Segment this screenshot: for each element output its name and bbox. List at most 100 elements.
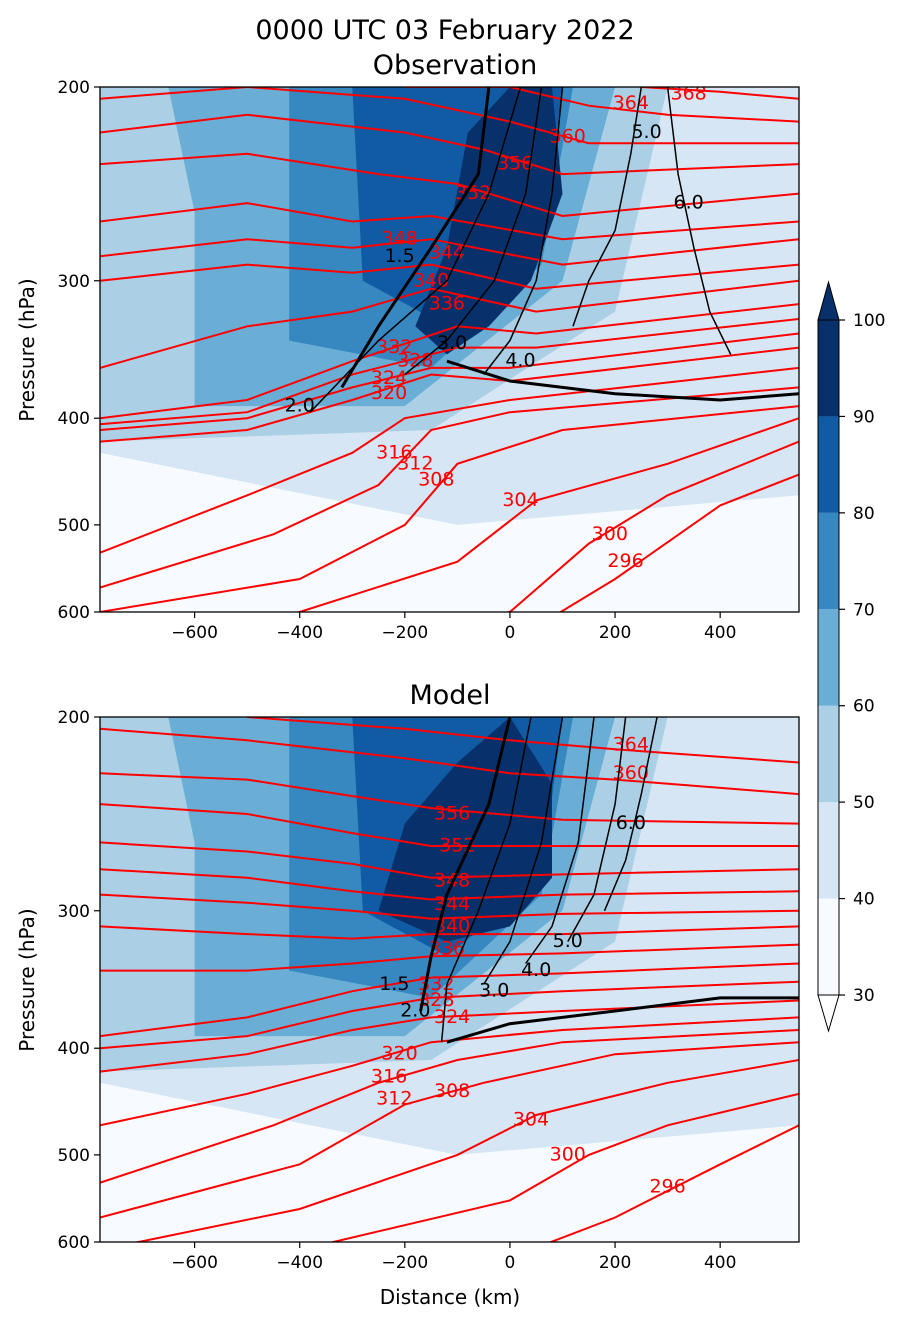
colorbar-extend-min [817,994,840,1033]
theta-contour-348 [100,841,799,879]
colorbar-frame [817,319,840,996]
theta-contour-324 [100,980,799,1050]
theta-contour-360 [100,87,799,145]
theta-contour-316 [100,1016,799,1127]
theta-label-308: 308 [434,1080,470,1102]
model-panel: Model Pressure (hPa) Distance (km) 296 30… [15,680,800,1309]
theta-label-340: 340 [434,915,470,937]
theta-contour-328 [100,318,799,426]
colorbar-extend-max [817,280,840,321]
ylabel-model: Pressure (hPa) [15,908,39,1051]
theta-contour-316 [100,366,799,554]
theta-contour-308 [100,405,799,612]
theta-label-312: 312 [376,1088,412,1110]
theta-contour-328 [100,962,799,1038]
theta-label-308: 308 [418,468,454,490]
x-tick-label: −600 [171,1253,218,1273]
theta-contour-364 [247,717,799,764]
theta-label-332: 332 [376,336,412,358]
theta-label-328: 328 [397,350,433,372]
x-tick-label: −200 [381,1253,428,1273]
pv-contour-6 [446,359,799,402]
theta-label-300: 300 [550,1143,586,1165]
theta-label-364: 364 [613,733,649,755]
theta-label-336: 336 [429,293,465,315]
theta-contour-320 [100,346,799,443]
y-tick-label: 400 [58,1039,90,1059]
y-tick-label: 600 [58,1233,90,1253]
theta-label-316: 316 [376,441,412,463]
plot-area-model: 2963003043083123163203243283323363403443… [58,708,800,1273]
theta-label-356: 356 [434,802,470,824]
pv-label-4: 5.0 [553,930,583,952]
axes-frame [99,86,800,613]
theta-contour-356 [100,113,799,176]
theta-label-304: 304 [513,1109,549,1131]
colorbar: 30 40 50 60 70 80 90 100 [817,280,885,1033]
theta-contour-304 [133,1059,799,1242]
theta-label-360: 360 [613,762,649,784]
theta-contour-352 [100,152,799,218]
colorbar-swatch [818,320,839,417]
theta-label-304: 304 [502,489,538,511]
colorbar-swatch [818,416,839,513]
colorbar-tick-label: 60 [853,697,875,717]
y-tick-label: 400 [58,409,90,429]
theta-contour-312 [100,1029,799,1184]
colorbar-tick-label: 50 [853,793,875,813]
theta-contour-312 [100,386,799,589]
pv-contour-3 [525,717,595,964]
x-tick-label: −400 [276,623,323,643]
theta-contour-348 [100,202,799,241]
theta-label-320: 320 [371,382,407,404]
colorbar-tick-label: 80 [853,504,875,524]
pv-label-3: 4.0 [505,350,535,372]
pv-contour-3 [483,87,564,375]
colorbar-tick-label: 40 [853,890,875,910]
theta-contour-296 [548,1124,799,1242]
theta-label-344: 344 [434,893,470,915]
figure-suptitle: 0000 UTC 03 February 2022 [255,15,634,46]
y-tick-label: 200 [58,78,90,98]
colorbar-tick-label: 70 [853,600,875,620]
pv-contour-2 [483,717,564,985]
y-tick-label: 500 [58,1146,90,1166]
colorbar-tick-label: 30 [853,986,875,1006]
pv-contour-0 [419,717,512,1012]
theta-label-368: 368 [670,83,706,105]
pv-contour-5 [666,87,732,355]
y-tick-label: 600 [58,603,90,623]
colorbar-swatch [818,802,839,899]
theta-contour-300 [328,1092,799,1242]
pv-contour-5 [603,717,658,912]
theta-contour-308 [100,1041,799,1219]
theta-label-300: 300 [592,523,628,545]
pv-label-2: 3.0 [437,332,467,354]
theta-contour-356 [100,772,799,825]
theta-contour-332 [100,303,799,420]
colorbar-swatch [818,609,839,706]
pv-contour-6 [446,996,799,1044]
colorbar-swatch [818,512,839,610]
pv-contour-4 [572,87,643,327]
pv-label-1: 2.0 [400,999,430,1021]
theta-label-356: 356 [497,153,533,175]
pv-contour-2 [404,87,543,376]
theta-contour-340 [100,893,799,920]
theta-contour-304 [294,417,799,612]
pv-label-1: 2.0 [285,395,315,417]
pv-contour-1 [309,87,522,413]
theta-contour-340 [100,263,799,290]
panel-title-observation: Observation [373,50,537,81]
x-tick-label: −400 [276,1253,323,1273]
pv-label-0: 1.5 [379,973,409,995]
pv-label-2: 3.0 [479,980,509,1002]
theta-label-360: 360 [550,125,586,147]
theta-contour-320 [100,999,799,1073]
x-tick-label: −600 [171,623,218,643]
pv-label-3: 4.0 [521,959,551,981]
pv-contour-1 [440,717,532,1043]
pv-label-4: 5.0 [631,121,661,143]
pv-label-5: 6.0 [616,812,646,834]
